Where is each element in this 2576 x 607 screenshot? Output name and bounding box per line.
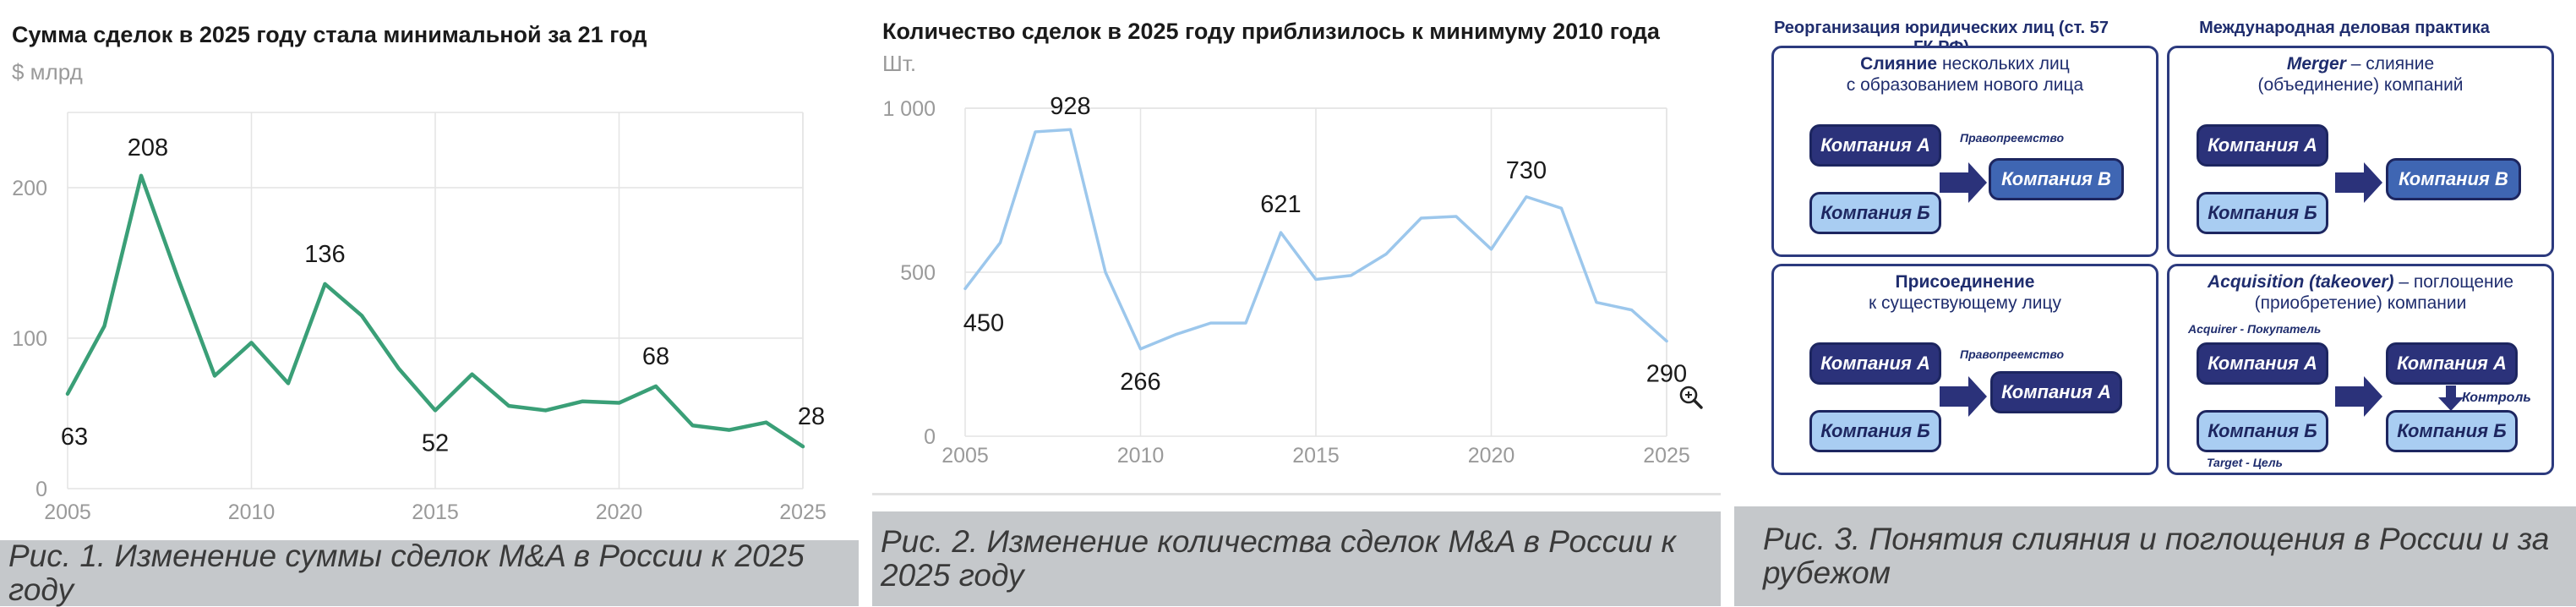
caption-fig1: Рис. 1. Изменение суммы сделок M&A в Рос… xyxy=(0,539,859,607)
company-a-pill: Компания А xyxy=(2197,342,2328,385)
accession-box: Присоединение к существующему лицу Компан… xyxy=(1771,264,2158,475)
diagram-panel: Реорганизация юридических лиц (ст. 57 ГК… xyxy=(1734,0,2576,606)
data-label: 621 xyxy=(1260,191,1301,218)
company-v-pill: Компания В xyxy=(2386,158,2521,200)
caption-fig2-text: Рис. 2. Изменение количества сделок M&A … xyxy=(881,524,1676,593)
merger-ru-title: Слияние нескольких лиц с образованием нов… xyxy=(1846,54,2084,95)
caption-fig3-text: Рис. 3. Понятия слияния и поглощения в Р… xyxy=(1763,522,2550,590)
company-b-pill: Компания Б xyxy=(2197,410,2328,452)
arrow-right-icon xyxy=(2335,376,2382,417)
succession-note: Правопреемство xyxy=(1960,347,2064,361)
data-label: 208 xyxy=(128,134,168,161)
caption-fig2: Рис. 2. Изменение количества сделок M&A … xyxy=(872,511,1721,606)
arrow-down-icon xyxy=(2438,386,2464,411)
chart-2-svg: 0 500 1 000 2005 2010 2015 2020 2025 450 928 266 62… xyxy=(882,93,1690,468)
acquisition-box: Acquisition (takeover) – поглощение (прио… xyxy=(2167,264,2554,475)
caption-fig3: Рис. 3. Понятия слияния и поглощения в Р… xyxy=(1734,506,2576,606)
arrow-right-icon xyxy=(1940,376,1987,417)
series-line xyxy=(963,128,1668,351)
data-label: 52 xyxy=(422,429,449,457)
data-label: 63 xyxy=(61,424,88,451)
chart-2-unit: Шт. xyxy=(882,51,917,76)
right-section-header: Международная деловая практика xyxy=(2199,19,2490,37)
x-tick-label: 2005 xyxy=(44,500,91,524)
company-a-pill: Компания А xyxy=(1809,124,1941,167)
data-label: 68 xyxy=(642,343,669,370)
chart-1-unit: $ млрд xyxy=(12,59,83,85)
y-tick-label: 200 xyxy=(12,177,47,200)
control-label: Контроль xyxy=(2462,391,2531,405)
x-tick-label: 2010 xyxy=(228,500,276,524)
x-tick-label: 2025 xyxy=(1643,444,1690,468)
caption-fig1-text: Рис. 1. Изменение суммы сделок M&A в Рос… xyxy=(8,539,805,607)
arrow-right-icon xyxy=(2335,162,2382,203)
company-b-pill: Компания Б xyxy=(1809,410,1941,452)
merger-intl-title: Merger – слияние (объединение) компаний xyxy=(2257,54,2464,95)
company-b-result-pill: Компания Б xyxy=(2386,410,2518,452)
zoom-icon[interactable] xyxy=(1678,385,1704,410)
data-label: 730 xyxy=(1506,157,1547,184)
acquisition-title: Acquisition (takeover) – поглощение (прио… xyxy=(2207,272,2514,313)
y-tick-label: 0 xyxy=(35,478,47,501)
x-tick-label: 2015 xyxy=(1292,444,1340,468)
company-b-pill: Компания Б xyxy=(1809,192,1941,234)
y-tick-label: 0 xyxy=(924,425,936,449)
company-a-result-pill: Компания А xyxy=(2386,342,2518,385)
data-label: 136 xyxy=(304,241,345,268)
data-label: 290 xyxy=(1646,360,1687,387)
company-a-result-pill: Компания А xyxy=(1990,371,2122,413)
divider xyxy=(872,493,1721,495)
company-v-pill: Компания В xyxy=(1989,158,2124,200)
x-tick-label: 2015 xyxy=(412,500,459,524)
company-b-pill: Компания Б xyxy=(2197,192,2328,234)
y-tick-label: 500 xyxy=(900,261,936,285)
data-label: 450 xyxy=(963,309,1004,336)
merger-ru-box: Слияние нескольких лиц с образованием нов… xyxy=(1771,46,2158,257)
y-tick-label: 100 xyxy=(12,327,47,351)
arrow-right-icon xyxy=(1940,162,1987,203)
x-tick-label: 2025 xyxy=(779,500,827,524)
chart-1-title: Сумма сделок в 2025 году стала минимальн… xyxy=(12,22,647,47)
company-a-pill: Компания А xyxy=(1809,342,1941,385)
x-tick-label: 2010 xyxy=(1117,444,1165,468)
y-tick-label: 1 000 xyxy=(882,97,936,121)
data-label: 928 xyxy=(1050,93,1090,120)
data-label: 28 xyxy=(798,403,825,430)
chart-panel-1: Сумма сделок в 2025 году стала минимальн… xyxy=(0,0,859,607)
x-tick-label: 2020 xyxy=(1468,444,1515,468)
series-line xyxy=(65,173,805,449)
x-tick-label: 2020 xyxy=(596,500,643,524)
target-label: Target - Цель xyxy=(2207,456,2283,469)
x-tick-label: 2005 xyxy=(941,444,989,468)
chart-2-title: Количество сделок в 2025 году приблизило… xyxy=(882,19,1660,44)
merger-intl-box: Merger – слияние (объединение) компаний К… xyxy=(2167,46,2554,257)
accession-title: Присоединение к существующему лицу xyxy=(1868,272,2062,313)
chart-1-svg: 0 100 200 2005 2010 2015 2020 2025 63 208 136 52 68 2… xyxy=(12,112,827,524)
succession-note: Правопреемство xyxy=(1960,131,2064,145)
data-label: 266 xyxy=(1120,369,1160,396)
acquirer-label: Acquirer - Покупатель xyxy=(2188,322,2322,336)
chart-panel-2: Количество сделок в 2025 году приблизило… xyxy=(872,0,1721,606)
company-a-pill: Компания А xyxy=(2197,124,2328,167)
